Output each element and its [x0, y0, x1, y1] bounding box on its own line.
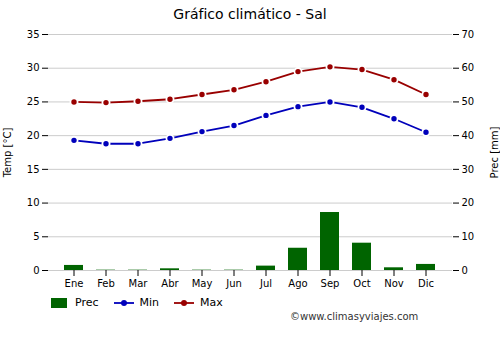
svg-text:Temp [°C]: Temp [°C]	[2, 128, 13, 179]
svg-text:Abr: Abr	[161, 278, 179, 289]
svg-text:15: 15	[27, 164, 40, 175]
svg-text:30: 30	[27, 62, 40, 73]
svg-text:Ago: Ago	[288, 278, 307, 289]
svg-text:Jun: Jun	[225, 278, 242, 289]
svg-text:25: 25	[27, 96, 40, 107]
svg-text:40: 40	[462, 130, 475, 141]
svg-text:May: May	[192, 278, 213, 289]
svg-text:Jul: Jul	[259, 278, 272, 289]
svg-text:60: 60	[462, 62, 475, 73]
svg-text:50: 50	[462, 96, 475, 107]
svg-text:Mar: Mar	[129, 278, 149, 289]
svg-text:Prec [mm]: Prec [mm]	[489, 126, 500, 178]
html-text:©www.climasyviajes.com: ©www.climasyviajes.com	[290, 311, 419, 322]
svg-text:Oct: Oct	[353, 278, 370, 289]
svg-text:Ene: Ene	[65, 278, 84, 289]
svg-text:Sep: Sep	[321, 278, 340, 289]
html-text:Max: Max	[200, 296, 223, 309]
svg-text:70: 70	[462, 29, 475, 40]
svg-text:0: 0	[33, 265, 39, 276]
svg-text:0: 0	[462, 265, 468, 276]
html-text:Prec: Prec	[75, 296, 99, 309]
svg-text:10: 10	[462, 231, 475, 242]
svg-text:5: 5	[33, 231, 39, 242]
svg-text:Dic: Dic	[418, 278, 434, 289]
svg-text:20: 20	[462, 197, 475, 208]
svg-text:20: 20	[27, 130, 40, 141]
svg-text:10: 10	[27, 197, 40, 208]
svg-text:Feb: Feb	[97, 278, 115, 289]
svg-text:30: 30	[462, 164, 475, 175]
svg-text:Nov: Nov	[384, 278, 404, 289]
html-text:Min: Min	[139, 296, 160, 309]
html-text:Gráfico climático - Sal: Gráfico climático - Sal	[173, 6, 327, 22]
svg-text:35: 35	[27, 29, 40, 40]
